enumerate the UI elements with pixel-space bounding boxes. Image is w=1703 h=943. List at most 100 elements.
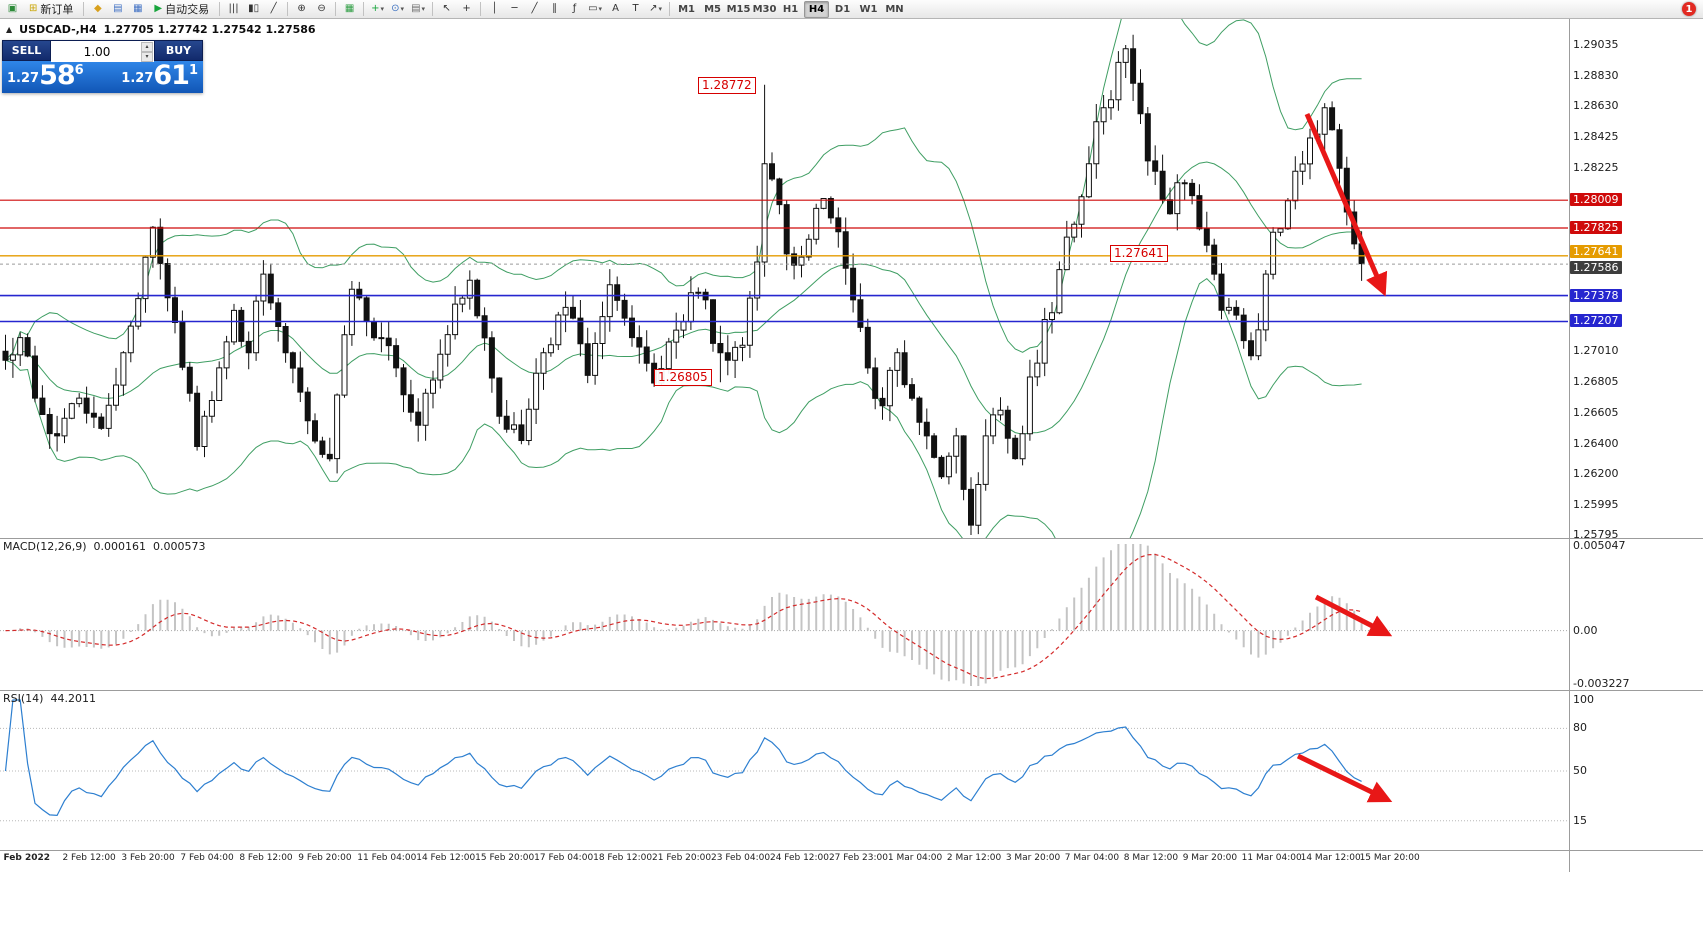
- collapse-panel-icon[interactable]: ▲: [6, 25, 13, 34]
- price-line-label: 1.27825: [1570, 220, 1622, 234]
- horizontal-price-lines[interactable]: [0, 199, 1568, 323]
- chart-line-icon[interactable]: ╱: [264, 1, 283, 18]
- price-axis-label: 1.28225: [1573, 160, 1619, 174]
- crosshair-icon[interactable]: +: [457, 1, 476, 18]
- timeframe-m5-button[interactable]: M5: [704, 3, 721, 15]
- market-watch-icon[interactable]: ▤: [108, 1, 127, 18]
- lot-decrease-button[interactable]: ▾: [141, 52, 153, 62]
- dropdown-caret-icon: ▾: [421, 5, 426, 13]
- macd-axis-label: 0.005047: [1573, 539, 1626, 552]
- templates-icon: ▤: [411, 3, 421, 14]
- toolbar-separator: [669, 2, 671, 16]
- lot-increase-button[interactable]: ▴: [141, 42, 153, 52]
- panel-separator[interactable]: [0, 690, 1703, 691]
- profiles-icon[interactable]: ◆: [88, 1, 107, 18]
- tile-windows-icon[interactable]: ▦: [340, 1, 359, 18]
- price-line-label: 1.28009: [1570, 193, 1622, 207]
- price-axis-label: 1.25795: [1573, 528, 1619, 541]
- trendline-icon[interactable]: ╱: [525, 1, 544, 18]
- macd-name: MACD(12,26,9): [3, 540, 87, 553]
- symbol-period: USDCAD-,H4: [19, 23, 97, 36]
- new-order-button[interactable]: ⊞ 新订单: [23, 1, 79, 18]
- fibonacci-icon[interactable]: ƒ: [565, 1, 584, 18]
- profiles-icon: ◆: [94, 3, 102, 14]
- dropdown-caret-icon: ▾: [598, 5, 603, 13]
- arrows-icon[interactable]: ↗ ▾: [646, 1, 665, 18]
- zoom-out-icon[interactable]: ⊖: [312, 1, 331, 18]
- ohlc-values: 1.27705 1.27742 1.27542 1.27586: [103, 23, 316, 36]
- notification-badge[interactable]: 1: [1682, 2, 1696, 16]
- vertical-line-icon[interactable]: │: [485, 1, 504, 18]
- autotrading-button-icon: ▶: [154, 3, 163, 14]
- panel-separator[interactable]: [0, 538, 1703, 539]
- zoom-in-icon[interactable]: ⊕: [292, 1, 311, 18]
- text-icon: A: [612, 3, 619, 14]
- buy-button[interactable]: BUY: [154, 40, 203, 61]
- zoom-out-icon: ⊖: [317, 3, 326, 14]
- annotation-price-label[interactable]: 1.27641: [1110, 245, 1168, 262]
- autotrading-button[interactable]: ▶ 自动交易: [148, 1, 215, 18]
- app-icon: ▣: [7, 3, 18, 14]
- price-axis-label: 1.26200: [1573, 466, 1619, 480]
- indicators-icon: +: [371, 3, 380, 14]
- price-axis-label: 1.28830: [1573, 69, 1619, 82]
- time-axis-label: 15 Feb 20:00: [475, 853, 535, 863]
- one-click-trading-panel: SELL ▴ ▾ BUY 1.27 58 6 1.27 61 1: [2, 40, 203, 93]
- time-axis-label: 7 Mar 04:00: [1064, 853, 1120, 863]
- annotation-price-label[interactable]: 1.28772: [698, 77, 756, 94]
- macd-axis-label: 0.00: [1573, 623, 1598, 637]
- timeframe-m1-button[interactable]: M1: [678, 3, 695, 15]
- lot-spinner: ▴ ▾: [141, 42, 153, 62]
- cursor-icon: ↖: [442, 3, 451, 14]
- text-icon[interactable]: A: [606, 1, 625, 18]
- sell-button[interactable]: SELL: [2, 40, 51, 61]
- toolbar-separator: [83, 2, 85, 16]
- timeframe-m15-button[interactable]: M15: [726, 3, 751, 15]
- one-click-prices: 1.27 58 6 1.27 61 1: [2, 61, 203, 93]
- zoom-in-icon: ⊕: [297, 3, 306, 14]
- annotation-price-label[interactable]: 1.26805: [654, 369, 712, 386]
- channel-icon[interactable]: ∥: [545, 1, 564, 18]
- macd-axis-label: -0.003227: [1573, 677, 1630, 690]
- label-icon[interactable]: T: [626, 1, 645, 18]
- annotation-arrows[interactable]: [1296, 113, 1393, 803]
- shapes-icon[interactable]: ▭ ▾: [585, 1, 605, 18]
- price-axis-label: 1.27010: [1573, 344, 1619, 358]
- app-icon[interactable]: ▣: [3, 1, 22, 18]
- autotrading-button-label: 自动交易: [165, 3, 210, 16]
- horizontal-line-icon[interactable]: ─: [505, 1, 524, 18]
- sell-price[interactable]: 1.27 58 6: [7, 62, 84, 89]
- vertical-line-icon: │: [491, 3, 498, 14]
- arrows-icon: ↗: [649, 3, 658, 14]
- time-axis-label: 17 Feb 04:00: [534, 853, 594, 863]
- chart-line-icon: ╱: [270, 3, 277, 14]
- timeframe-d1-button[interactable]: D1: [834, 3, 851, 15]
- indicators-icon[interactable]: + ▾: [368, 1, 387, 18]
- buy-price[interactable]: 1.27 61 1: [121, 62, 198, 89]
- timeframe-m30-button[interactable]: M30: [752, 3, 777, 15]
- timeframe-h4-button[interactable]: H4: [804, 0, 830, 18]
- chart-candles-icon[interactable]: ▮▯: [244, 1, 263, 18]
- cursor-icon[interactable]: ↖: [437, 1, 456, 18]
- timeframe-w1-button[interactable]: W1: [859, 3, 878, 15]
- timeframe-mn-button[interactable]: MN: [885, 3, 904, 15]
- toolbar-separator: [219, 2, 221, 16]
- tile-windows-icon: ▦: [344, 3, 355, 14]
- time-axis-label: 9 Feb 20:00: [298, 853, 352, 863]
- timeframe-h1-button[interactable]: H1: [782, 3, 799, 15]
- main-toolbar: ▣ ⊞ 新订单 ◆ ▤ ▦ ▶ 自动交易 ||| ▮▯ ╱ ⊕ ⊖ ▦ + ▾ ⊙ ▾ ▤ ▾ ↖ + │ ─ ╱ ∥ ƒ ▭ ▾ A T ↗…: [0, 0, 1703, 19]
- chart-bars-icon[interactable]: |||: [224, 1, 243, 18]
- periods-icon[interactable]: ⊙ ▾: [388, 1, 407, 18]
- data-window-icon[interactable]: ▦: [128, 1, 147, 18]
- templates-icon[interactable]: ▤ ▾: [408, 1, 428, 18]
- lot-size-field: ▴ ▾: [51, 40, 154, 62]
- periods-icon: ⊙: [391, 3, 400, 14]
- price-axis-label: 1.26605: [1573, 405, 1619, 419]
- macd-indicator: [0, 544, 1568, 686]
- time-axis-label: 3 Mar 20:00: [1005, 853, 1061, 863]
- bid-price-label: 1.27586: [1570, 261, 1622, 275]
- rsi-indicator-label: RSI(14) 44.2011: [3, 692, 96, 705]
- lot-size-input[interactable]: [51, 42, 154, 62]
- data-window-icon: ▦: [133, 3, 143, 14]
